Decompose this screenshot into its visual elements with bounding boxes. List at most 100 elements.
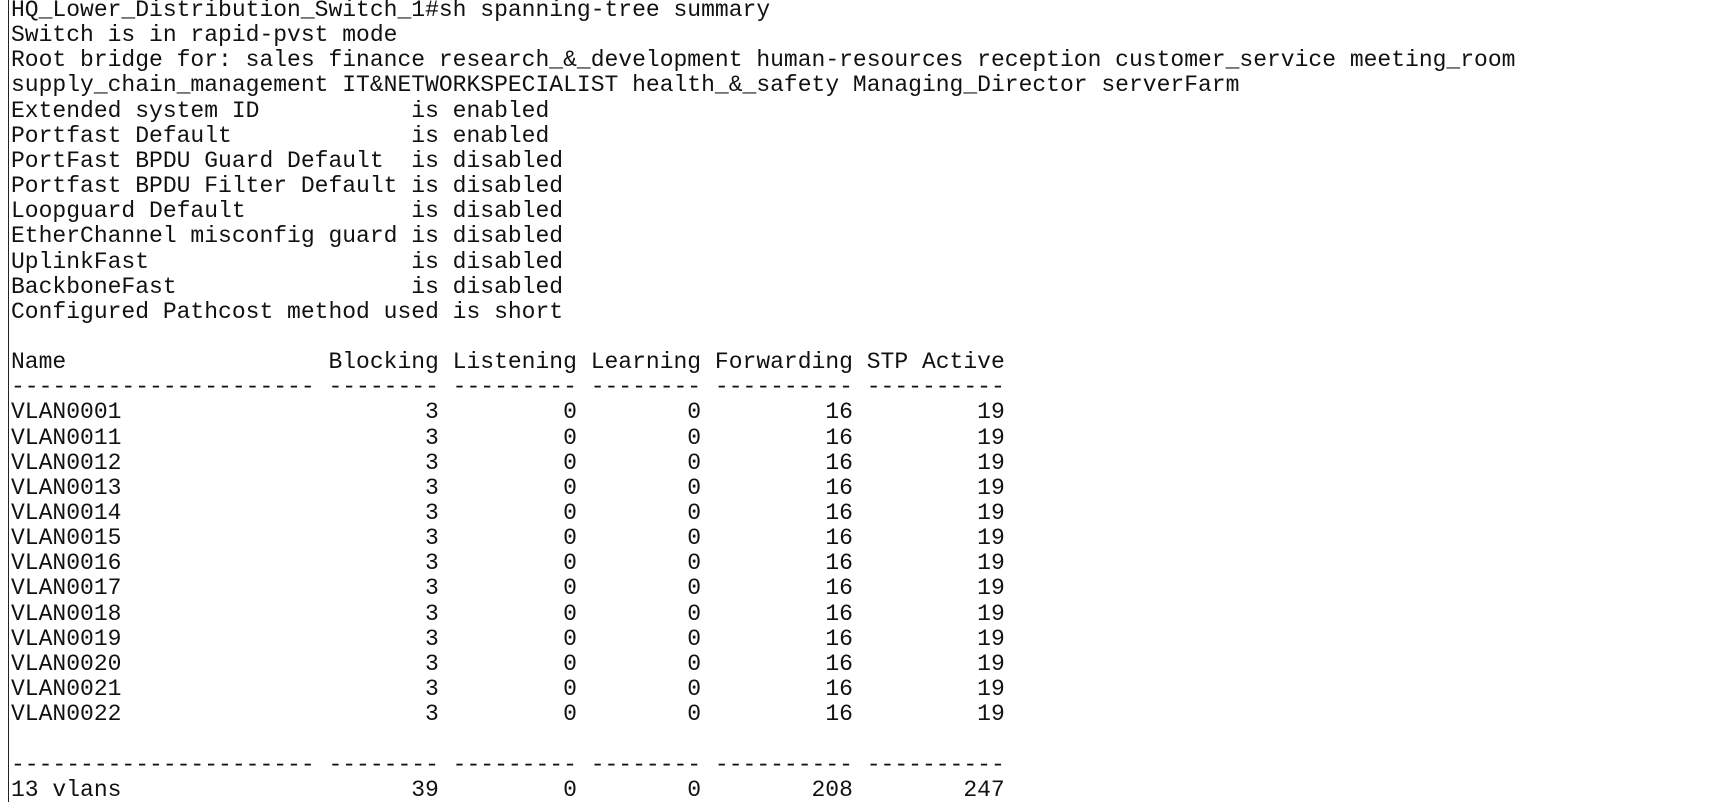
- cell-value: 19: [977, 474, 1005, 501]
- cell-value: 0: [563, 424, 577, 451]
- cell-name: VLAN0011: [11, 424, 122, 451]
- separator-line: ---------------------- -------- --------…: [11, 751, 1005, 778]
- cell-value: 3: [425, 625, 439, 652]
- cell-value: 19: [977, 449, 1005, 476]
- cell-value: 0: [687, 399, 702, 426]
- cell-value: 0: [687, 701, 702, 728]
- cell-value: 0: [563, 474, 577, 501]
- cell-name: VLAN0022: [11, 701, 122, 728]
- cell-value: Forwarding: [714, 349, 853, 376]
- prompt-line: HQ_Lower_Distribution_Switch_1#sh spanni…: [11, 0, 771, 23]
- cell-name: VLAN0017: [11, 575, 122, 602]
- cell-name: VLAN0016: [11, 550, 122, 577]
- cell-name: VLAN0014: [11, 500, 122, 526]
- cell-name: 13 vlans: [11, 776, 122, 803]
- cell-value: 0: [687, 676, 702, 703]
- cell-value: 247: [963, 776, 1005, 803]
- cell-value: 16: [825, 625, 853, 652]
- cell-value: 19: [977, 600, 1005, 627]
- cell-name: VLAN0015: [11, 525, 122, 552]
- cell-value: 0: [563, 575, 577, 602]
- setting-line: Extended system ID is enabled: [11, 97, 550, 124]
- cell-name: Name: [11, 349, 67, 376]
- cell-value: 16: [825, 449, 853, 476]
- setting-line: EtherChannel misconfig guard is disabled: [11, 223, 564, 250]
- cell-value: 3: [425, 701, 439, 728]
- cell-value: 3: [425, 449, 439, 476]
- cell-name: VLAN0020: [11, 650, 122, 677]
- setting-line: Portfast BPDU Filter Default is disabled: [11, 173, 564, 200]
- cell-value: 16: [825, 399, 853, 426]
- cell-value: 19: [977, 575, 1005, 602]
- cell-value: 0: [687, 776, 702, 803]
- cell-value: Learning: [590, 349, 702, 376]
- separator-line: ---------------------- -------- --------…: [11, 374, 1005, 401]
- cell-value: 16: [825, 676, 853, 703]
- cell-value: STP Active: [866, 349, 1005, 376]
- cell-value: 0: [563, 550, 577, 577]
- cell-value: 0: [687, 650, 702, 677]
- cell-value: 39: [411, 776, 439, 803]
- terminal-border: [8, 0, 9, 802]
- cell-value: 0: [563, 600, 577, 627]
- mode-line: Switch is in rapid-pvst mode: [11, 22, 398, 49]
- cell-value: 16: [825, 550, 853, 577]
- cell-value: 19: [977, 424, 1005, 451]
- cell-value: 16: [825, 525, 853, 552]
- cell-value: 0: [563, 625, 577, 652]
- cell-value: 3: [425, 575, 439, 602]
- setting-line: BackboneFast is disabled: [11, 273, 564, 300]
- cell-value: 3: [425, 676, 439, 703]
- cell-value: 0: [563, 500, 577, 526]
- cell-value: 16: [825, 424, 853, 451]
- cell-value: Blocking: [328, 349, 439, 376]
- cell-value: 0: [687, 474, 702, 501]
- cell-value: 0: [687, 625, 702, 652]
- cell-value: 0: [687, 424, 702, 451]
- cell-name: VLAN0019: [11, 625, 122, 652]
- cell-value: 3: [425, 399, 439, 426]
- cell-value: 19: [977, 500, 1005, 526]
- cell-value: 19: [977, 399, 1005, 426]
- cell-value: 0: [563, 399, 577, 426]
- cell-value: 0: [563, 650, 577, 677]
- cell-value: 3: [425, 424, 439, 451]
- cell-value: 3: [425, 600, 439, 627]
- cell-name: VLAN0021: [11, 676, 122, 703]
- cell-value: 0: [687, 600, 702, 627]
- cell-name: VLAN0013: [11, 474, 122, 501]
- setting-line: PortFast BPDU Guard Default is disabled: [11, 147, 564, 174]
- cell-value: 3: [425, 650, 439, 677]
- cell-value: 16: [825, 474, 853, 501]
- cell-value: 19: [977, 550, 1005, 577]
- cell-value: 3: [425, 525, 439, 552]
- setting-line: Loopguard Default is disabled: [11, 198, 564, 225]
- cell-name: VLAN0001: [11, 399, 122, 426]
- cell-value: 208: [811, 776, 853, 803]
- cell-name: VLAN0018: [11, 600, 122, 627]
- cell-value: 0: [563, 676, 577, 703]
- cell-name: VLAN0012: [11, 449, 122, 476]
- cell-value: 16: [825, 500, 853, 526]
- cell-value: 19: [977, 650, 1005, 677]
- cell-value: 16: [825, 701, 853, 728]
- cell-value: 0: [563, 449, 577, 476]
- cell-value: Listening: [452, 349, 577, 376]
- cell-value: 3: [425, 474, 439, 501]
- cell-value: 0: [687, 500, 702, 526]
- cell-value: 0: [687, 449, 702, 476]
- cell-value: 19: [977, 625, 1005, 652]
- cell-value: 16: [825, 650, 853, 677]
- cell-value: 0: [563, 701, 577, 728]
- cell-value: 19: [977, 676, 1005, 703]
- setting-line: Portfast Default is enabled: [11, 122, 550, 149]
- cell-value: 0: [687, 525, 702, 552]
- cell-value: 0: [687, 575, 702, 602]
- cell-value: 3: [425, 500, 439, 526]
- cell-value: 19: [977, 525, 1005, 552]
- root-bridge-line: supply_chain_management IT&NETWORKSPECIA…: [11, 72, 1240, 99]
- setting-line: UplinkFast is disabled: [11, 248, 564, 275]
- cell-value: 0: [687, 550, 702, 577]
- root-bridge-line: Root bridge for: sales finance research_…: [11, 47, 1516, 74]
